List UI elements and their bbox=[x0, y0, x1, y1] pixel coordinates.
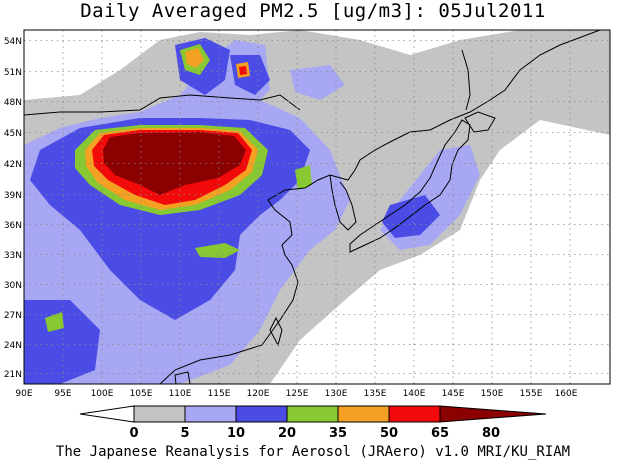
map-title: Daily Averaged PM2.5 [ug/m3]: 05Jul2011 bbox=[80, 0, 546, 22]
lon-tick: 145E bbox=[442, 389, 465, 399]
coastline-hainan bbox=[174, 371, 191, 384]
coastline-china bbox=[159, 30, 601, 384]
colorbar bbox=[79, 405, 547, 423]
colorbar-segment-3 bbox=[235, 405, 288, 423]
lat-tick: 45N bbox=[4, 129, 22, 139]
colorbar-label: 0 bbox=[129, 426, 138, 441]
level-20-35-e bbox=[24, 300, 100, 384]
colorbar-segment-0 bbox=[79, 405, 135, 423]
lon-tick: 150E bbox=[481, 389, 504, 399]
lon-tick: 130E bbox=[325, 389, 348, 399]
colorbar-label: 5 bbox=[180, 426, 189, 441]
lon-tick: 155E bbox=[520, 389, 543, 399]
lat-tick: 51N bbox=[4, 68, 22, 78]
colorbar-label: 35 bbox=[329, 426, 347, 441]
lon-axis: 90E 95E 100E 105E 110E 115E 120E 125E 13… bbox=[15, 389, 577, 399]
coastline-hokkaido bbox=[464, 111, 496, 133]
colorbar-segment-5 bbox=[337, 405, 390, 423]
lat-tick: 36N bbox=[4, 221, 22, 231]
colorbar-segment-6 bbox=[388, 405, 441, 423]
lon-tick: 90E bbox=[15, 389, 32, 399]
lat-tick: 48N bbox=[4, 98, 22, 108]
credit-line: The Japanese Reanalysis for Aerosol (JRA… bbox=[55, 444, 571, 460]
lat-tick: 30N bbox=[4, 281, 22, 291]
coastline-sakhalin bbox=[461, 49, 471, 111]
lat-tick: 33N bbox=[4, 251, 22, 261]
lat-tick: 54N bbox=[4, 37, 22, 47]
lon-tick: 125E bbox=[286, 389, 309, 399]
lat-tick: 39N bbox=[4, 191, 22, 201]
lon-tick: 140E bbox=[403, 389, 426, 399]
lon-tick: 135E bbox=[364, 389, 387, 399]
lat-tick: 42N bbox=[4, 160, 22, 170]
lon-tick: 120E bbox=[247, 389, 270, 399]
lon-tick: 105E bbox=[130, 389, 153, 399]
lat-tick: 21N bbox=[4, 370, 22, 380]
level-80-plus bbox=[103, 132, 246, 195]
gridlines bbox=[24, 30, 610, 384]
colorbar-labels: 0 5 10 20 35 50 65 80 bbox=[129, 426, 500, 441]
lat-tick: 24N bbox=[4, 341, 22, 351]
lon-tick: 115E bbox=[208, 389, 231, 399]
colorbar-label: 65 bbox=[431, 426, 449, 441]
coastline-korea bbox=[329, 174, 357, 231]
coastlines bbox=[24, 30, 601, 384]
colorbar-segment-1 bbox=[133, 405, 186, 423]
colorbar-segment-7 bbox=[439, 405, 547, 423]
level-10-20-c bbox=[290, 65, 345, 100]
colorbar-label: 80 bbox=[482, 426, 500, 441]
coastline-japan bbox=[349, 119, 471, 253]
lon-tick: 110E bbox=[169, 389, 192, 399]
pm25-field bbox=[24, 30, 610, 384]
lon-tick: 100E bbox=[91, 389, 114, 399]
colorbar-label: 20 bbox=[278, 426, 296, 441]
colorbar-segment-4 bbox=[286, 405, 339, 423]
level-65-80-b bbox=[239, 66, 247, 75]
level-50-65-b bbox=[185, 48, 204, 68]
level-35-50-d bbox=[295, 165, 312, 190]
lat-tick: 27N bbox=[4, 311, 22, 321]
colorbar-label: 50 bbox=[380, 426, 398, 441]
lon-tick: 95E bbox=[54, 389, 71, 399]
colorbar-label: 10 bbox=[227, 426, 245, 441]
lat-axis: 21N 24N 27N 30N 33N 36N 39N 42N 45N 48N … bbox=[4, 37, 22, 380]
level-35-50-e bbox=[45, 312, 64, 332]
border-north bbox=[24, 94, 301, 116]
coastline-taiwan bbox=[269, 316, 283, 347]
map-frame bbox=[23, 29, 611, 385]
lon-tick: 160E bbox=[555, 389, 578, 399]
colorbar-segment-2 bbox=[184, 405, 237, 423]
